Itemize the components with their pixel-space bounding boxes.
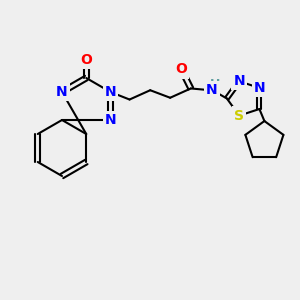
Text: N: N <box>206 83 218 98</box>
Text: N: N <box>56 85 68 99</box>
Text: H: H <box>210 78 220 91</box>
Text: N: N <box>254 81 265 95</box>
Text: N: N <box>105 113 116 127</box>
Text: O: O <box>80 53 92 67</box>
Text: S: S <box>234 109 244 123</box>
Text: O: O <box>175 62 187 76</box>
Text: N: N <box>105 85 116 99</box>
Text: N: N <box>233 74 245 88</box>
